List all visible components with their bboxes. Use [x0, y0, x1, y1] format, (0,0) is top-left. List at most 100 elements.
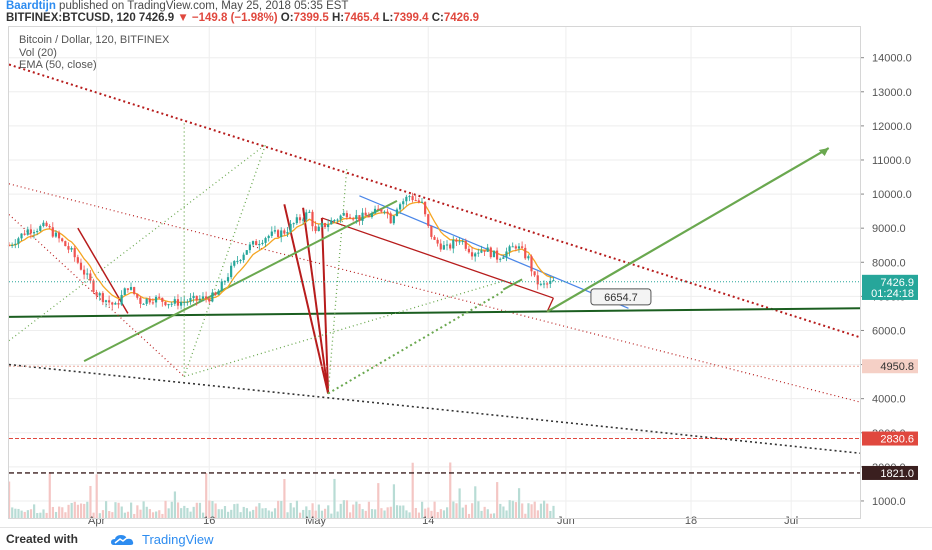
volume-bar: [436, 512, 439, 518]
candle-body: [467, 248, 471, 253]
candle-body: [89, 273, 92, 281]
volume-bar: [524, 513, 527, 518]
volume-bar: [395, 505, 399, 518]
candle-body: [170, 303, 173, 305]
candle-body: [92, 280, 95, 293]
high-label: H:: [331, 12, 345, 24]
candle-body: [486, 247, 489, 252]
volume-bar: [189, 511, 192, 518]
created-with-label: Created with: [6, 532, 79, 546]
candle-body: [348, 217, 352, 219]
legend-volume: Vol (20): [19, 46, 57, 59]
candle-body: [61, 238, 64, 242]
volume-bar: [236, 503, 239, 518]
volume-bar: [145, 506, 148, 518]
volume-bar: [104, 501, 108, 518]
candle-body: [267, 235, 270, 239]
volume-bar: [302, 509, 305, 518]
chart-grid: [9, 27, 860, 518]
legend-title: Bitcoin / Dollar, 120, BITFINEX: [19, 34, 170, 46]
price-change: −149.8 (−1.98%): [191, 12, 278, 24]
volume-bar: [220, 509, 223, 518]
candle-body: [64, 241, 67, 247]
volume-bar: [167, 508, 170, 518]
tradingview-cloud-icon[interactable]: [110, 532, 138, 548]
candle-body: [364, 212, 367, 216]
y-tick-label: 6000.0: [872, 325, 906, 337]
volume-bar: [298, 512, 302, 518]
volume-bar: [514, 502, 518, 518]
volume-bar: [383, 510, 386, 518]
candle-body: [301, 219, 305, 221]
volume-bar: [130, 502, 133, 518]
volume-bar: [267, 510, 270, 518]
support-line: [8, 307, 861, 318]
volume-bar: [277, 500, 280, 518]
volume-bar: [364, 510, 367, 518]
author-link[interactable]: Baardtijn: [6, 0, 56, 12]
candle-body: [211, 292, 214, 302]
candle-body: [449, 244, 452, 249]
candle-body: [458, 241, 461, 243]
volume-bar: [170, 501, 173, 518]
volume-bar: [133, 513, 136, 518]
volume-bar: [505, 510, 508, 518]
volume-bar: [392, 484, 396, 518]
volume-bar: [120, 506, 123, 518]
candle-body: [474, 253, 477, 257]
volume-bar: [42, 509, 45, 518]
candle-body: [45, 222, 48, 227]
arrow-head-icon: [818, 148, 829, 157]
volume-bar: [8, 481, 11, 518]
candle-body: [489, 247, 492, 258]
candle-body: [295, 217, 298, 224]
candle-body: [7, 245, 11, 247]
candle-body: [164, 301, 167, 306]
candle-body: [502, 257, 505, 259]
candle-body: [120, 294, 123, 305]
candle-body: [145, 298, 148, 304]
candle-body: [402, 201, 405, 205]
volume-bar: [123, 512, 126, 518]
volume-bar: [205, 473, 208, 518]
tradingview-brand[interactable]: TradingView: [142, 532, 214, 547]
volume-bar: [320, 510, 324, 518]
candle-body: [230, 265, 233, 278]
volume-bar: [98, 513, 101, 518]
volume-bar: [405, 510, 408, 518]
price-chart[interactable]: 1000.02000.03000.04000.05000.06000.07000…: [0, 0, 932, 527]
volume-bar: [499, 503, 502, 518]
volume-bar: [136, 505, 139, 518]
volume-bar: [536, 510, 539, 518]
price-label-box: [862, 431, 918, 446]
candle-body: [20, 233, 23, 239]
callout-value: 6654.7: [604, 292, 638, 304]
chart-frame: [8, 26, 861, 519]
volume-bar: [29, 509, 33, 518]
candle-body: [176, 299, 180, 306]
candle-body: [452, 239, 455, 249]
volume-bar: [474, 486, 477, 518]
high-value: 7465.4: [344, 12, 380, 24]
down-arrow-icon: ▼: [177, 12, 189, 24]
candle-body: [245, 250, 248, 255]
volume-bar: [86, 501, 89, 518]
candle-body: [342, 213, 345, 216]
candle-body: [14, 243, 17, 245]
volume-bar: [161, 513, 164, 518]
candle-body: [552, 280, 555, 282]
volume-bar: [70, 502, 73, 518]
candle-body: [308, 211, 311, 213]
candle-body: [117, 303, 120, 305]
volume-bar: [399, 505, 402, 518]
candle-body: [521, 246, 524, 248]
y-tick-label: 10000.0: [872, 189, 912, 201]
volume-bar: [483, 506, 486, 518]
volume-bar: [192, 506, 195, 518]
candle-body: [283, 230, 286, 234]
volume-bar: [261, 508, 264, 518]
volume-bar: [417, 512, 421, 518]
volume-bar: [36, 513, 39, 518]
candle-body: [36, 230, 39, 233]
candle-body: [383, 211, 386, 213]
